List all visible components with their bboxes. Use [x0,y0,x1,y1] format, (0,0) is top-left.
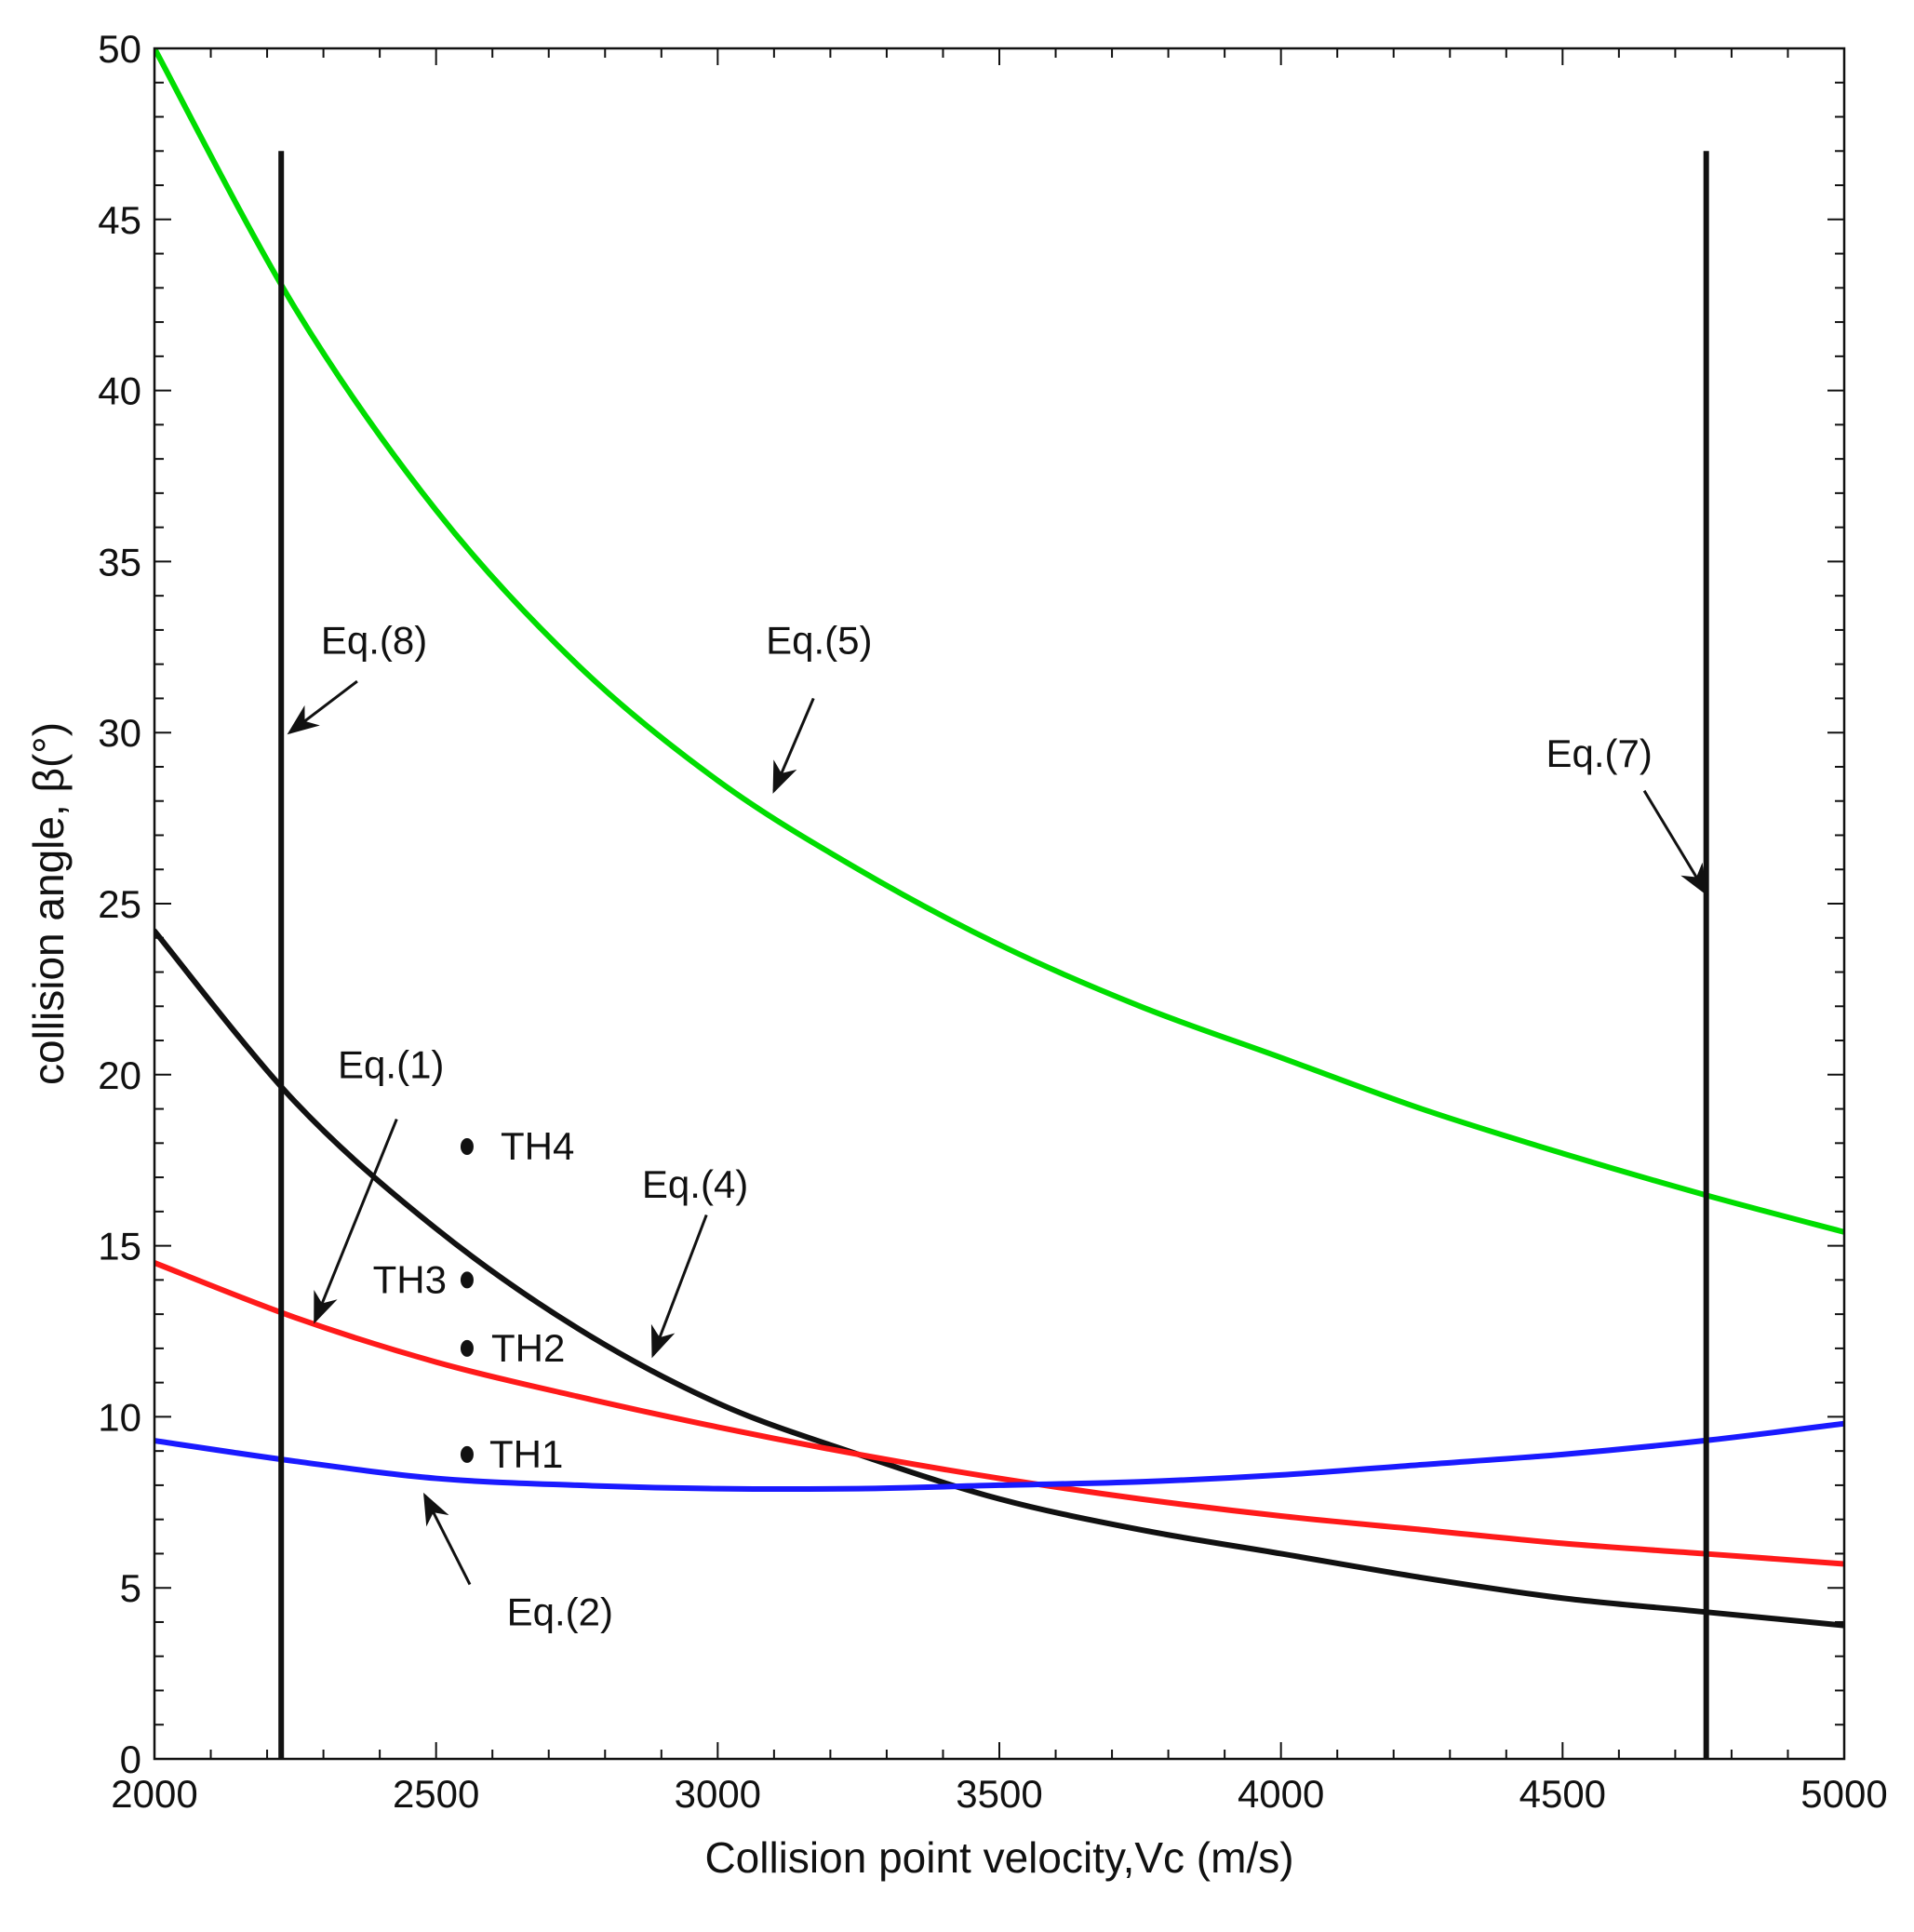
y-tick-label: 45 [98,198,141,242]
data-point-th4 [460,1137,474,1155]
y-tick-label: 40 [98,369,141,413]
x-tick-label: 4000 [1238,1772,1324,1816]
x-tick-label: 3500 [956,1772,1042,1816]
data-point-th3 [460,1271,474,1289]
y-tick-label: 30 [98,711,141,755]
y-tick-label: 20 [98,1053,141,1097]
point-label-th2: TH2 [491,1326,565,1370]
x-tick-label: 3000 [675,1772,761,1816]
plot-area [154,48,1844,1759]
y-tick-label: 0 [120,1737,141,1781]
y-tick-label: 50 [98,27,141,71]
point-label-th1: TH1 [489,1432,563,1476]
point-label-th4: TH4 [501,1124,574,1168]
y-tick-label: 25 [98,882,141,926]
y-tick-label: 15 [98,1225,141,1268]
axes: 2000 2500 3000 3500 4000 4500 5000 0 5 10 15 20 25 30… [98,27,1887,1816]
point-label-th3: TH3 [373,1257,447,1301]
x-tick-label: 4500 [1519,1772,1606,1816]
annotation-label-eq-8: Eq.(8) [321,619,427,663]
annotation-arrow-eq-4 [650,1214,708,1359]
x-tick-label: 2500 [393,1772,479,1816]
plot-frame [153,47,1846,1761]
data-point-th1 [460,1445,474,1463]
series-line-eq-2 [154,1420,1844,1493]
y-tick-label: 35 [98,540,141,584]
y-axis-title: collision angle, β(°) [24,722,73,1085]
annotation-label-eq-2: Eq.(2) [507,1590,613,1634]
annotation-label-eq-7: Eq.(7) [1546,731,1652,775]
y-tick-label: 10 [98,1395,141,1439]
annotation-label-eq-4: Eq.(4) [642,1162,748,1206]
x-tick-label: 2000 [111,1772,197,1816]
y-tick-label: 5 [120,1566,141,1610]
annotation-arrow-eq-5 [772,697,815,794]
annotation-label-eq-5: Eq.(5) [766,619,872,663]
annotation-arrow-eq-7 [1642,789,1708,896]
series-line-eq-4 [154,928,1844,1629]
series-line-eq-1 [154,1259,1844,1567]
annotation-arrow-eq-8 [287,679,358,735]
x-tick-label: 5000 [1800,1772,1887,1816]
x-axis-title: Collision point velocity,Vc (m/s) [704,1833,1293,1882]
annotation-label-eq-1: Eq.(1) [338,1042,444,1086]
annotation-arrow-eq-1 [314,1119,398,1324]
annotations: TH1 TH2 TH3 TH4 Eq.(8) Eq.(5) Eq.(7) Eq.(1) Eq.(… [287,619,1708,1634]
series-line-eq-5 [154,48,1844,1235]
annotation-arrow-eq-2 [423,1492,472,1586]
data-point-th2 [460,1339,474,1357]
